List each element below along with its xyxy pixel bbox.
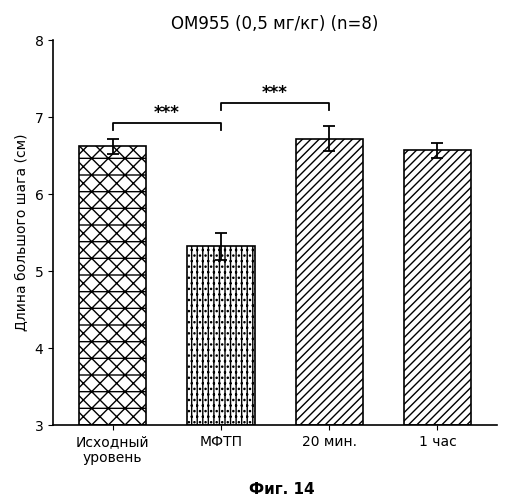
Bar (79, 146, 146, 425)
Bar (187, 246, 254, 425)
Title: ОМ955 (0,5 мг/кг) (n=8): ОМ955 (0,5 мг/кг) (n=8) (172, 15, 379, 33)
Text: ***: *** (154, 104, 180, 122)
Bar (295, 138, 363, 425)
Y-axis label: Длина большого шага (см): Длина большого шага (см) (15, 134, 29, 332)
Text: Фиг. 14: Фиг. 14 (249, 482, 314, 498)
Bar (404, 150, 471, 425)
Text: ***: *** (262, 84, 288, 102)
